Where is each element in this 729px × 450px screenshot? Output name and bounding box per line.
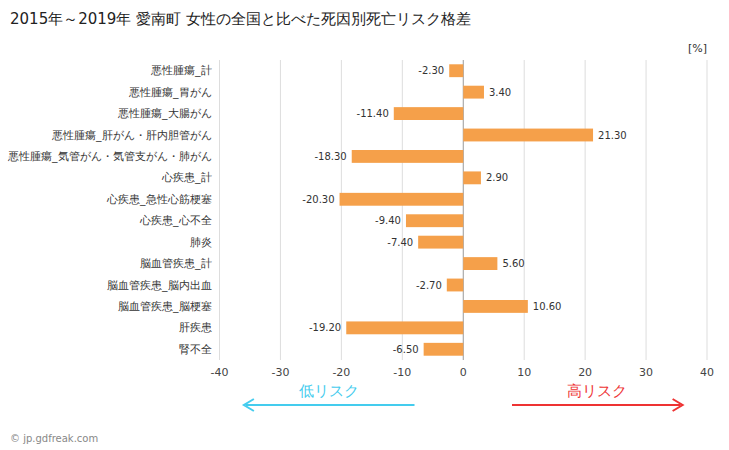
category-label: 脳血管疾患_脳内出血 [107,279,212,292]
x-axis-label: [%] [688,42,707,55]
grid-line [707,60,708,360]
x-tick-label: -40 [211,366,229,379]
title: 2015年～2019年 愛南町 女性の全国と比べた死因別死亡リスク格差 [10,10,471,28]
bar [463,129,593,142]
category-label: 悪性腫瘍_気管がん・気管支がん・肺がん [7,150,212,163]
x-tick-label: 10 [517,366,531,379]
bar [449,64,463,77]
arrow-head [673,399,683,411]
category-label: 脳血管疾患_計 [140,257,212,270]
x-tick-labels: -40 -30 -20 -10 0 10 20 30 40 [211,366,714,379]
bar [346,321,463,334]
x-tick-label: -30 [271,366,289,379]
category-label: 肺炎 [190,236,212,249]
category-label: 心疾患_急性心筋梗塞 [106,193,212,206]
data-label: 21.30 [598,130,627,141]
arrow-label: 低リスク [299,382,359,400]
data-label: -19.20 [309,322,341,333]
category-label: 悪性腫瘍_胃がん [128,86,212,99]
data-label: -11.40 [357,108,389,119]
data-label: -2.70 [416,280,442,291]
data-label: 3.40 [489,87,511,98]
y-tick-labels: 悪性腫瘍_計悪性腫瘍_胃がん悪性腫瘍_大腸がん悪性腫瘍_肝がん・肝内胆管がん悪性… [7,64,212,356]
chart: 2015年～2019年 愛南町 女性の全国と比べた死因別死亡リスク格差悪性腫瘍_… [0,0,729,450]
bar [352,150,464,163]
data-label: -18.30 [314,151,346,162]
bar [424,343,464,356]
grid [220,60,708,360]
x-tick-label: 20 [578,366,592,379]
annotations: © jp.gdfreak.com 低リスク 高リスク [10,382,683,444]
category-label: 悪性腫瘍_大腸がん [117,107,212,120]
arrow-label: 高リスク [567,382,627,400]
category-label: 脳血管疾患_脳梗塞 [118,300,212,313]
grid-line [219,60,220,360]
data-label: -7.40 [387,237,413,248]
grid-line [280,60,281,360]
grid-line [524,60,525,360]
bar [463,257,497,270]
x-tick-label: 0 [460,366,467,379]
category-label: 心疾患_心不全 [139,214,212,227]
grid-line [402,60,403,360]
grid-line [341,60,342,360]
bar [406,214,463,227]
watermark: © jp.gdfreak.com [10,433,98,444]
category-label: 心疾患_計 [161,171,212,184]
x-tick-label: 30 [639,366,653,379]
data-label: -2.30 [418,65,444,76]
bar [394,107,463,120]
zero-line [463,60,464,360]
bar [463,300,528,313]
bar [418,236,463,249]
data-label: 10.60 [533,301,562,312]
category-label: 肝疾患 [179,321,212,334]
arrow-head [244,399,254,411]
bar [463,86,484,99]
data-label: -20.30 [302,194,334,205]
bar [447,279,463,292]
x-tick-label: -20 [332,366,350,379]
x-tick-label: -10 [393,366,411,379]
data-label: -9.40 [375,215,401,226]
category-label: 悪性腫瘍_肝がん・肝内胆管がん [51,129,212,142]
grid-line [585,60,586,360]
data-label: 2.90 [486,172,508,183]
data-label: -6.50 [393,344,419,355]
bar [463,171,481,184]
bar [340,193,464,206]
arrow-shaft [512,404,681,406]
category-label: 悪性腫瘍_計 [150,64,212,77]
x-tick-label: 40 [700,366,714,379]
arrow-shaft [246,404,415,406]
bars [340,64,594,355]
grid-line [646,60,647,360]
data-labels: -2.30 3.40 -11.40 21.30 -18.30 2.90 -20.30 -9.4… [302,65,626,355]
data-label: 5.60 [502,258,524,269]
category-label: 腎不全 [179,343,212,356]
